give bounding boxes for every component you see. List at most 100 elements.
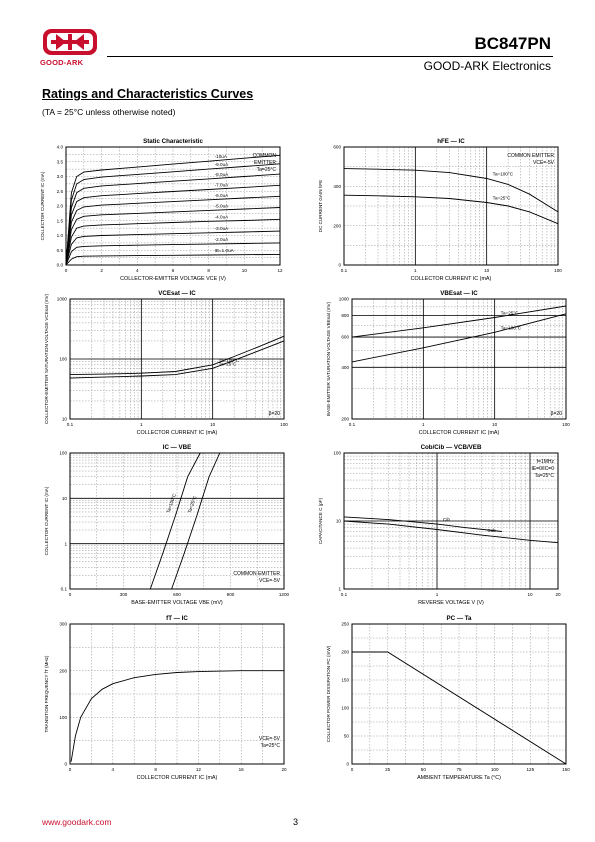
x-axis-label: BASE-EMITTER VOLTAGE VBE (mV) — [131, 600, 223, 606]
annotation: Ta=25°C — [257, 167, 277, 173]
x-axis-label: COLLECTOR CURRENT IC (mA) — [411, 276, 492, 282]
x-tick-label: 1200 — [279, 592, 290, 597]
x-tick-label: 2 — [100, 268, 103, 273]
y-tick-label: 0.5 — [57, 248, 64, 253]
y-tick-label: 0.1 — [61, 587, 68, 592]
x-axis-label: AMBIENT TEMPERATURE Ta (°C) — [417, 775, 501, 781]
grid — [352, 624, 566, 764]
x-tick-label: 6 — [172, 268, 175, 273]
y-tick-label: 600 — [333, 145, 341, 150]
series-label: -6.0uA — [215, 193, 229, 198]
x-tick-label: 0.1 — [341, 268, 348, 273]
series-label: Cob — [487, 528, 496, 533]
x-tick-label: 4 — [136, 268, 139, 273]
footer-url[interactable]: www.goodark.com — [42, 817, 112, 827]
page-number: 3 — [293, 817, 299, 827]
x-tick-label: 20 — [555, 592, 561, 597]
y-axis-label: COLLECTOR CURRENT IC (mA) — [44, 486, 49, 555]
x-tick-label: 16 — [239, 767, 245, 772]
x-tick-label: 25 — [385, 767, 391, 772]
y-tick-label: 100 — [59, 357, 67, 362]
y-tick-label: 2.0 — [57, 204, 64, 209]
series-line-8 — [65, 163, 281, 266]
annotation: VCE=-5V — [533, 160, 555, 166]
x-tick-label: 12 — [196, 767, 202, 772]
y-tick-label: 3.0 — [57, 174, 64, 179]
chart-title: Static Characteristic — [143, 138, 203, 145]
y-tick-label: 250 — [341, 622, 349, 627]
x-tick-label: 0 — [351, 767, 354, 772]
series-label: -2.0uA — [215, 237, 229, 242]
chart-static-characteristic: 0 2 4 6 8 10 12 0.0 0.5 1.0 1.5 2.0 2.5 3.0 3.5 4.0 Stat… — [30, 133, 292, 285]
plot-frame — [69, 452, 285, 590]
series-line-9 — [65, 154, 281, 266]
y-axis-label: CAPACITANCE C (pF) — [318, 497, 323, 544]
chart-title: Cob/Cib — VCB/VEB — [421, 444, 482, 451]
chart-ft-ic: 0 4 8 12 16 20 0 100 200 300 fT — IC COLLECTOR CURR… — [30, 614, 292, 784]
x-tick-label: 10 — [242, 268, 248, 273]
annotation: COMMON — [253, 153, 277, 159]
y-axis-label: COLLECTOR-EMITTER SATURATION VOLTAGE VCE… — [44, 293, 49, 424]
series-line-5 — [65, 195, 281, 266]
section-note: (TA = 25°C unless otherwise noted) — [42, 107, 176, 117]
chart-vcesat-ic: 0.1 1 10 100 10 100 1000 VCEsat — IC COLLECTOR C… — [30, 289, 292, 439]
x-tick-label: 125 — [526, 767, 534, 772]
x-tick-label: 50 — [421, 767, 427, 772]
x-tick-label: 0.1 — [349, 422, 356, 427]
y-tick-label: 3.5 — [57, 159, 64, 164]
x-tick-label: 1 — [414, 268, 417, 273]
plot-frame — [351, 623, 567, 765]
y-axis-label: TRANSITION FREQUENCY fT (MHz) — [44, 655, 49, 732]
series-label: -10uA — [215, 154, 228, 159]
y-tick-label: 10 — [62, 417, 68, 422]
x-tick-label: 600 — [173, 592, 181, 597]
y-tick-label: 200 — [341, 417, 349, 422]
series-line-7 — [65, 173, 281, 266]
series-label: -9.0uA — [215, 162, 229, 167]
series-line-1 — [65, 242, 281, 266]
series-label: Ta=25°C — [501, 311, 519, 316]
y-tick-label: 0 — [346, 762, 349, 767]
y-tick-label: 100 — [333, 451, 341, 456]
x-tick-label: 75 — [456, 767, 462, 772]
section-title: Ratings and Characteristics Curves — [42, 87, 254, 101]
series-line-0 — [352, 651, 567, 765]
annotation: β=20 — [269, 411, 281, 417]
series-label: -8.0uA — [215, 172, 229, 177]
series-line-3 — [65, 218, 281, 266]
series-label: Ta=25°C — [187, 495, 198, 514]
chart-hfe-ic: 0.1 1 10 100 0 200 400 600 hFE — IC COLLECTOR CUR… — [312, 133, 574, 285]
series-line-0 — [343, 516, 503, 532]
series-label: Ta=100°C — [493, 171, 514, 176]
series-line-1 — [343, 194, 559, 225]
x-tick-label: 100 — [491, 767, 499, 772]
chart-title: IC — VBE — [163, 444, 192, 451]
chart-ic-vbe: 0 300 600 900 1200 0.1 1 10 100 IC — VBE BASE-EMIT… — [30, 443, 292, 608]
chart-title: VCEsat — IC — [158, 290, 196, 297]
chart-vbesat-ic: 0.1 1 10 100 200 400 600 800 1000 VBEsat — IC COLL… — [312, 289, 574, 439]
y-axis-label: DC CURRENT GAIN hFE — [318, 180, 323, 233]
x-tick-label: 8 — [154, 767, 157, 772]
x-tick-label: 10 — [527, 592, 533, 597]
y-tick-label: 4.0 — [57, 145, 64, 150]
plot-frame — [69, 623, 285, 765]
series-line-1 — [343, 520, 559, 544]
annotation: IE=0/IC=0 — [531, 466, 554, 472]
series-label: Cib — [443, 517, 450, 522]
series-line-0 — [65, 253, 281, 266]
grid — [70, 299, 284, 419]
annotation: VCE=-5V — [259, 578, 281, 584]
x-tick-label: 10 — [484, 268, 490, 273]
chart-pc-ta: 0 25 50 75 100 125 150 0 50 100 150 200 250 PC — Ta AM… — [312, 614, 574, 784]
x-tick-label: 100 — [562, 422, 570, 427]
y-tick-label: 10 — [336, 519, 342, 524]
x-tick-label: 12 — [277, 268, 283, 273]
series-line-2 — [65, 230, 281, 266]
company-name: GOOD-ARK Electronics — [423, 59, 551, 73]
series-line-0 — [351, 305, 567, 338]
annotation: Ta=25°C — [261, 743, 281, 749]
grid — [70, 453, 284, 589]
series-line-6 — [65, 184, 281, 266]
x-tick-label: 1 — [422, 422, 425, 427]
y-tick-label: 100 — [59, 715, 67, 720]
